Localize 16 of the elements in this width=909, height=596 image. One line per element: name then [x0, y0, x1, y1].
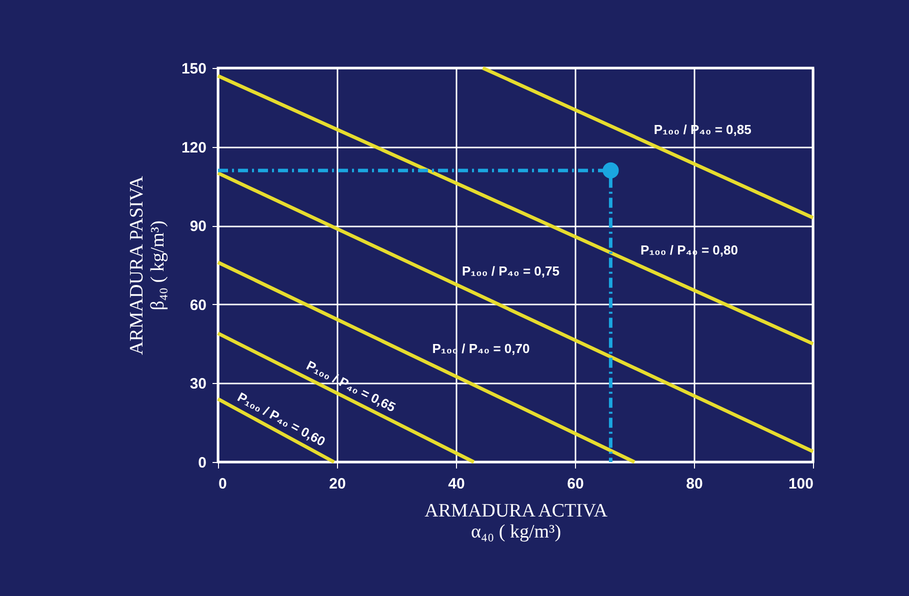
- y-axis-title: ARMADURA PASIVA β₄₀ ( kg/m³): [126, 176, 168, 355]
- y-tick-label: 30: [190, 376, 206, 393]
- y-tick-label: 90: [190, 218, 206, 236]
- x-tick-label: 40: [448, 476, 465, 492]
- x-tick-label: 80: [686, 476, 703, 492]
- x-tick-label: 0: [218, 476, 227, 492]
- x-tick-label: 60: [567, 476, 584, 492]
- x-axis-title: ARMADURA ACTIVA α₄₀ ( kg/m³): [424, 500, 608, 542]
- series-label: P₁₀₀ / P₄₀ = 0,75: [462, 263, 560, 278]
- y-tick-label: 60: [190, 296, 206, 314]
- y-tick-label: 150: [181, 60, 206, 78]
- x-tick-label: 100: [788, 476, 814, 492]
- x-tick-label: 20: [329, 476, 346, 492]
- text: P₁₀₀ / P₄₀ = 0,60: [235, 389, 328, 450]
- y-tick-label: 120: [181, 139, 206, 156]
- y-tick-label: 0: [198, 454, 206, 472]
